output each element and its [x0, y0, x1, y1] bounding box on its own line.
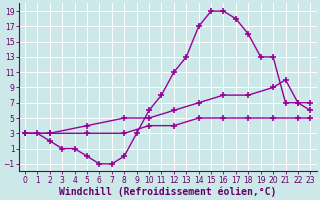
X-axis label: Windchill (Refroidissement éolien,°C): Windchill (Refroidissement éolien,°C) [59, 186, 276, 197]
